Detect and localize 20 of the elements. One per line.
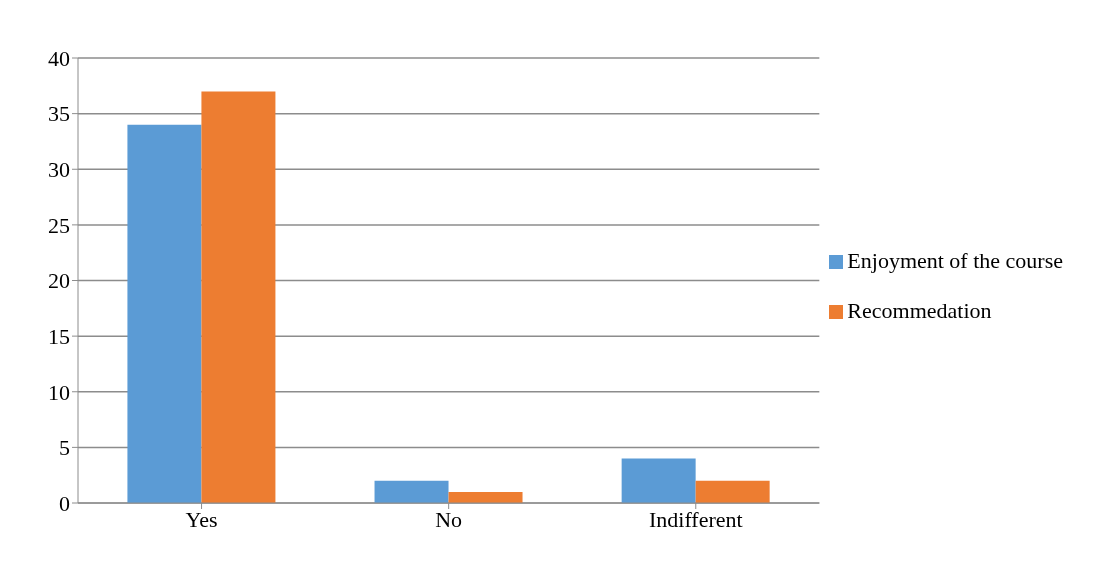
- x-tick-label: No: [435, 506, 463, 532]
- bar: [201, 91, 276, 503]
- y-tick-label: 0: [59, 490, 70, 516]
- y-tick-label: 30: [48, 157, 70, 183]
- y-tick-label: 15: [48, 323, 70, 349]
- y-tick-label: 25: [48, 212, 70, 238]
- bar: [695, 480, 770, 503]
- bar: [448, 491, 523, 503]
- x-tick-label: Yes: [185, 506, 218, 532]
- legend-label: Recommedation: [847, 297, 992, 323]
- bar: [374, 480, 449, 503]
- bar: [621, 458, 696, 503]
- y-tick-label: 35: [48, 101, 70, 127]
- bar: [127, 124, 202, 503]
- y-tick-label: 10: [48, 379, 70, 405]
- x-tick-label: Indifferent: [648, 506, 743, 532]
- y-tick-label: 40: [48, 45, 70, 71]
- y-tick-label: 20: [48, 268, 70, 294]
- y-tick-label: 5: [59, 435, 70, 461]
- legend-label: Enjoyment of the course: [847, 247, 1063, 273]
